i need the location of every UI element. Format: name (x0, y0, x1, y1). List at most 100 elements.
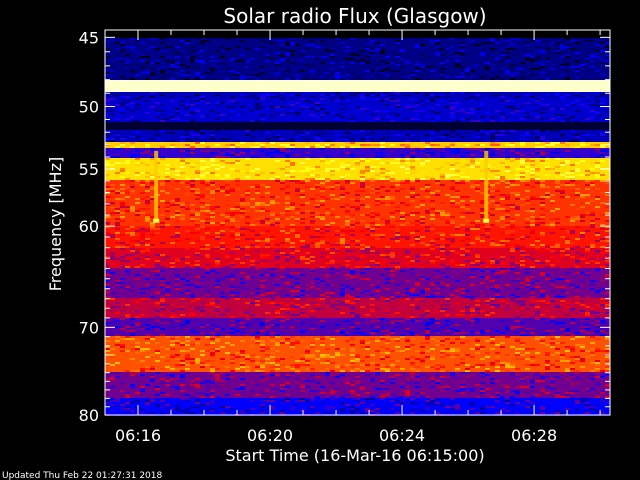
spectrogram-cell (505, 54, 510, 56)
spectrogram-cell (565, 160, 570, 162)
spectrogram-cell (290, 100, 295, 102)
spectrogram-row (105, 188, 610, 190)
spectrogram-cell (450, 114, 455, 116)
spectrogram-cell (265, 244, 270, 246)
spectrogram-cell (220, 46, 225, 48)
spectrogram-cell (205, 196, 210, 198)
spectrogram-cell (260, 150, 265, 152)
spectrogram-cell (135, 98, 140, 100)
spectrogram-cell (545, 224, 550, 226)
spectrogram-cell (105, 188, 110, 190)
spectrogram-cell (205, 188, 210, 190)
spectrogram-cell (290, 178, 295, 180)
spectrogram-cell (255, 240, 260, 242)
spectrogram-cell (430, 132, 435, 134)
spectrogram-cell (185, 192, 190, 194)
spectrogram-cell (205, 254, 210, 256)
spectrogram-cell (270, 278, 275, 280)
spectrogram-cell (375, 320, 380, 322)
spectrogram-cell (310, 44, 315, 46)
spectrogram-cell (395, 262, 400, 264)
spectrogram-cell (170, 62, 175, 64)
spectrogram-cell (115, 136, 120, 138)
spectrogram-cell (585, 120, 590, 122)
spectrogram-cell (370, 320, 375, 322)
spectrogram-cell (300, 308, 305, 310)
spectrogram-cell (420, 290, 425, 292)
spectrogram-cell (455, 120, 460, 122)
spectrogram-cell (530, 168, 535, 170)
spectrogram-cell (195, 190, 200, 192)
spectrogram-cell (110, 94, 115, 96)
spectrogram-cell (355, 240, 360, 242)
spectrogram-cell (390, 294, 395, 296)
spectrogram-cell (315, 242, 320, 244)
spectrogram-cell (120, 144, 125, 146)
spectrogram-cell (310, 60, 315, 62)
spectrogram-cell (465, 306, 470, 308)
spectrogram-cell (575, 130, 580, 132)
spectrogram-cell (150, 150, 155, 152)
spectrogram-cell (270, 58, 275, 60)
spectrogram-cell (360, 98, 365, 100)
spectrogram-cell (565, 176, 570, 178)
spectrogram-cell (335, 114, 340, 116)
spectrogram-cell (465, 204, 470, 206)
spectrogram-cell (540, 162, 545, 164)
spectrogram-cell (475, 144, 480, 146)
spectrogram-cell (140, 254, 145, 256)
spectrogram-cell (230, 136, 235, 138)
spectrogram-cell (510, 254, 515, 256)
spectrogram-cell (360, 178, 365, 180)
spectrogram-cell (600, 62, 605, 64)
spectrogram-cell (130, 110, 135, 112)
spectrogram-cell (135, 150, 140, 152)
spectrogram-cell (470, 304, 475, 306)
spectrogram-cell (505, 72, 510, 74)
spectrogram-cell (180, 216, 185, 218)
spectrogram-cell (345, 220, 350, 222)
spectrogram-cell (330, 244, 335, 246)
spectrogram-cell (525, 196, 530, 198)
spectrogram-cell (355, 258, 360, 260)
spectrogram-cell (300, 170, 305, 172)
spectrogram-cell (130, 156, 135, 158)
spectrogram-cell (115, 154, 120, 156)
spectrogram-cell (600, 204, 605, 206)
spectrogram-cell (110, 310, 115, 312)
spectrogram-cell (235, 234, 240, 236)
spectrogram-cell (140, 182, 145, 184)
spectrogram-cell (135, 240, 140, 242)
spectrogram-cell (425, 92, 430, 94)
spectrogram-cell (155, 232, 160, 234)
spectrogram-cell (295, 202, 300, 204)
spectrogram-cell (425, 74, 430, 76)
spectrogram-row (105, 272, 610, 274)
spectrogram-cell (195, 306, 200, 308)
spectrogram-cell (555, 148, 560, 150)
spectrogram-cell (205, 264, 210, 266)
spectrogram-cell (525, 292, 530, 294)
spectrogram-cell (400, 134, 405, 136)
spectrogram-cell (200, 52, 205, 54)
spectrogram-cell (205, 134, 210, 136)
spectrogram-cell (420, 278, 425, 280)
spectrogram-cell (275, 150, 280, 152)
spectrogram-cell (565, 288, 570, 290)
spectrogram-cell (220, 166, 225, 168)
spectrogram-cell (175, 160, 180, 162)
spectrogram-cell (445, 106, 450, 108)
spectrogram-cell (260, 262, 265, 264)
spectrogram-cell (260, 238, 265, 240)
spectrogram-cell (480, 134, 485, 136)
spectrogram-cell (465, 234, 470, 236)
spectrogram-cell (375, 42, 380, 44)
spectrogram-cell (175, 118, 180, 120)
spectrogram-cell (255, 192, 260, 194)
spectrogram-cell (220, 322, 225, 324)
spectrogram-cell (510, 192, 515, 194)
spectrogram-cell (475, 182, 480, 184)
spectrogram-cell (175, 110, 180, 112)
spectrogram-cell (535, 130, 540, 132)
spectrogram-cell (365, 150, 370, 152)
